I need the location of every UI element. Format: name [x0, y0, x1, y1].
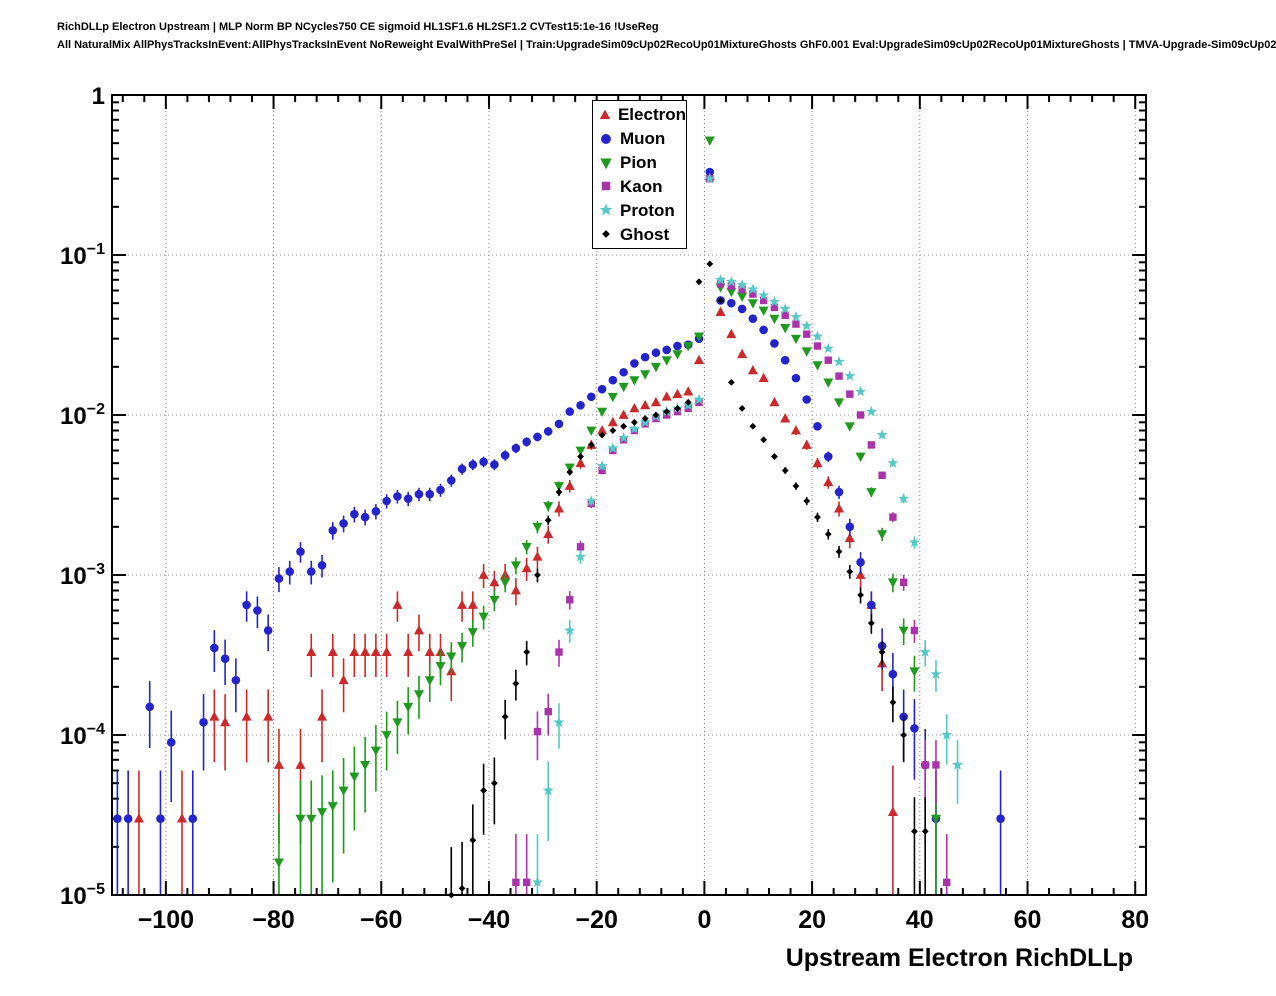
- x-axis-title: Upstream Electron RichDLLp: [785, 944, 1133, 972]
- series-ghost-markers: [447, 260, 929, 899]
- svg-text:10−4: 10−4: [60, 721, 105, 750]
- svg-text:10−1: 10−1: [60, 241, 105, 270]
- series-pion-markers: [273, 136, 941, 868]
- legend-item-muon: Muon: [597, 130, 686, 148]
- svg-text:−60: −60: [360, 906, 402, 934]
- svg-text:1: 1: [92, 83, 105, 110]
- legend-label: Electron: [617, 105, 686, 125]
- plot-title-line1: RichDLLp Electron Upstream | MLP Norm BP…: [57, 21, 659, 33]
- series-muon-markers: [113, 167, 1005, 823]
- series-electron-markers: [133, 170, 898, 823]
- legend-item-kaon: Kaon: [597, 177, 686, 195]
- series-ghost-errors: [450, 263, 926, 895]
- series-muon-errors: [116, 171, 1002, 895]
- x-tick-labels: −100 −80 −60 −40 −20 0 20 40 60 80: [138, 906, 1149, 934]
- svg-text:10−3: 10−3: [60, 561, 105, 590]
- svg-text:60: 60: [1014, 906, 1042, 934]
- svg-text:−100: −100: [138, 906, 194, 934]
- plot-frame: [111, 94, 1147, 896]
- legend-marker-proton-icon: [599, 203, 613, 216]
- legend-marker-ghost-icon: [602, 230, 610, 238]
- svg-text:80: 80: [1121, 906, 1149, 934]
- y-tick-labels: 1 10−1 10−2 10−3 10−4 10−5: [60, 83, 105, 910]
- legend-label: Proton: [620, 200, 675, 220]
- legend-marker-electron-icon: [599, 109, 611, 119]
- legend-label: Kaon: [620, 176, 663, 196]
- series-proton-errors: [536, 178, 959, 895]
- legend-marker-kaon-icon: [601, 182, 611, 191]
- legend-marker-muon-icon: [601, 133, 611, 144]
- svg-text:−80: −80: [252, 906, 294, 934]
- svg-text:−40: −40: [468, 906, 510, 934]
- legend-label: Pion: [620, 153, 657, 173]
- legend-box: Electron Muon Pion Kaon Proton Ghost: [592, 100, 687, 249]
- legend-label: Muon: [620, 129, 666, 149]
- grid: [112, 95, 1146, 895]
- legend-marker-pion-icon: [600, 158, 612, 169]
- series-pion-errors: [278, 140, 937, 895]
- legend-item-pion: Pion: [597, 154, 686, 172]
- legend-item-ghost: Ghost: [597, 225, 686, 243]
- svg-text:−20: −20: [575, 906, 617, 934]
- legend-item-electron: Electron: [597, 106, 686, 124]
- svg-text:10−5: 10−5: [60, 881, 105, 910]
- svg-text:20: 20: [798, 906, 826, 934]
- legend-label: Ghost: [620, 224, 670, 244]
- svg-text:0: 0: [697, 906, 711, 934]
- svg-text:40: 40: [906, 906, 934, 934]
- legend-item-proton: Proton: [597, 201, 686, 219]
- svg-text:10−2: 10−2: [60, 401, 105, 430]
- plot-title-line2: All NaturalMix AllPhysTracksInEvent:AllP…: [57, 39, 1276, 51]
